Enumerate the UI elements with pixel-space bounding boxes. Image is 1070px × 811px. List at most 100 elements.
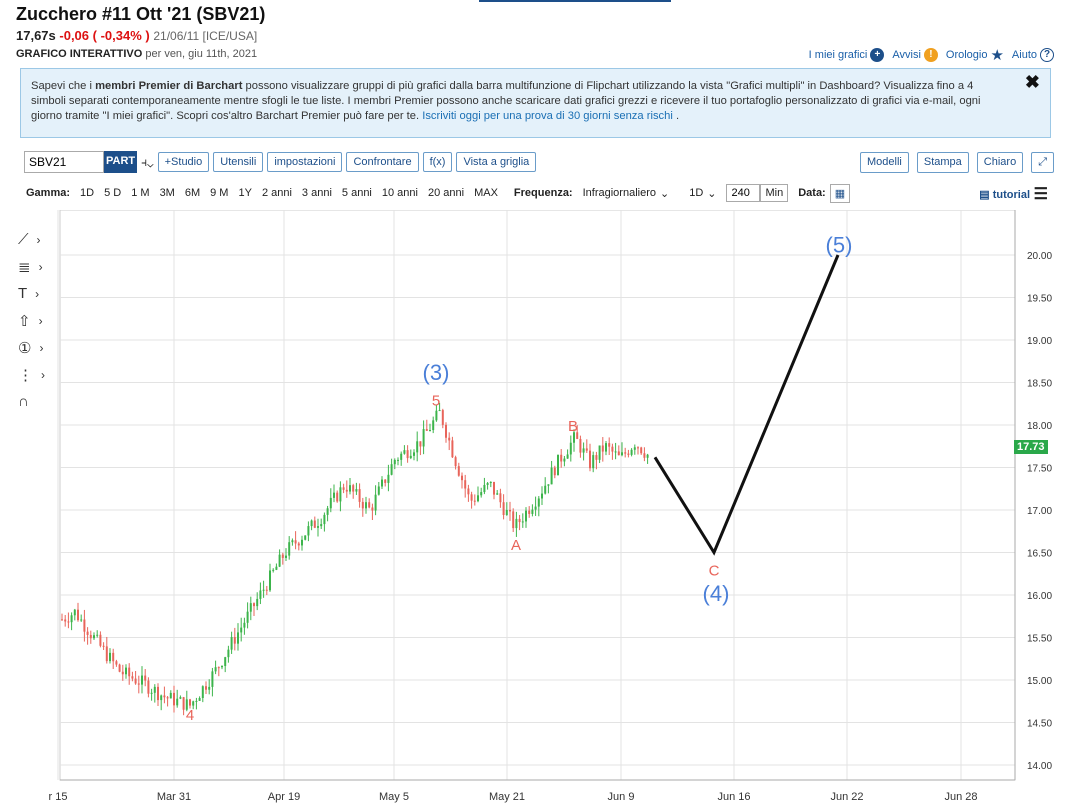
candle-body [144,675,147,681]
candle-body [256,598,259,607]
candle-body [291,540,294,543]
settings-button[interactable]: impostazioni [267,152,343,172]
line-tool[interactable]: ⟋ › [18,226,54,253]
expand-icon[interactable]: ⤢ [1031,152,1054,173]
y-tick-label: 17.50 [1027,464,1052,475]
chart-type-icon[interactable]: ⫞⌄ [141,154,154,169]
candle-body [115,661,118,665]
candle-body [137,683,140,685]
pattern-icon: ⋮ [18,366,33,384]
candle-body [233,637,236,644]
candle-body [480,492,483,496]
counter-tool[interactable]: ① › [18,334,54,361]
candle-body [208,686,211,690]
candle-body [403,450,406,454]
function-button[interactable]: f(x) [422,152,453,172]
frequency-select[interactable]: Infragiornaliero ⌄ [582,187,670,200]
candle-body [320,524,323,527]
number-circle-icon: ① [18,339,32,357]
print-button[interactable]: Stampa [916,152,969,173]
tutorial-link[interactable]: ▤ tutorial [979,189,1030,201]
candle-body [608,443,611,447]
date-label: Data: [798,187,826,199]
trial-link[interactable]: Iscriviti oggi per una prova di 30 giorn… [422,110,673,122]
range-5y[interactable]: 5 anni [341,187,372,199]
candle-body [313,520,316,528]
my-charts-link[interactable]: I miei grafici + [809,48,885,62]
arrow-up-icon: ⇧ [18,312,31,330]
calendar-icon[interactable]: ▦ [829,183,851,203]
candle-body [557,454,559,476]
watchlist-link[interactable]: Orologio ★ [945,47,1004,64]
range-5d[interactable]: 5 D [104,187,122,199]
minutes-input[interactable] [726,184,761,202]
candle-body [585,448,588,451]
candle-body [499,493,502,503]
magnet-tool[interactable]: ∩ [18,388,54,415]
premier-notice: Sapevi che i membri Premier di Barchart … [20,68,1051,138]
candle-body [544,485,547,494]
candle-body [61,619,63,621]
pattern-tool[interactable]: ⋮ › [18,361,54,388]
candle-body [438,410,441,412]
candle-body [464,480,467,489]
templates-button[interactable]: Modelli [860,152,909,173]
quote-line: 17,67s -0,06 ( -0,34% ) 21/06/11 [ICE/US… [16,28,257,43]
candle-body [576,432,579,439]
candle-body [614,451,617,453]
range-6m[interactable]: 6M [184,187,201,199]
grid-view-button[interactable]: Vista a griglia [456,152,537,172]
range-1y[interactable]: 1Y [238,187,252,199]
price-chart[interactable]: 20.00 19.50 19.00 18.50 18.00 17.50 17.00 16.50… [0,210,1070,811]
candle-body [297,543,300,546]
candle-body [541,493,543,499]
candle-body [349,485,351,492]
text-tool[interactable]: T › [18,280,54,307]
range-max[interactable]: MAX [474,187,498,199]
candle-body [486,483,489,485]
candle-body [73,609,76,616]
range-2y[interactable]: 2 anni [261,187,292,199]
plus-circle-icon: + [870,48,885,62]
candle-body [627,453,630,455]
range-1m[interactable]: 1 M [131,187,150,199]
study-button[interactable]: +Studio [157,152,210,172]
candle-body [304,535,307,540]
range-3y[interactable]: 3 anni [301,187,332,199]
range-1d[interactable]: 1D [80,187,95,199]
candle-body [262,589,265,591]
compare-button[interactable]: Confrontare [346,152,419,172]
candle-body [432,420,435,431]
x-tick-label: Apr 19 [268,791,300,803]
theme-button[interactable]: Chiaro [976,152,1024,173]
symbol-input[interactable] [24,151,104,173]
candle-body [518,518,521,523]
arrow-tool[interactable]: ⇧ › [18,307,54,334]
fib-tool[interactable]: ≣ › [18,253,54,280]
current-price-tag: 17.73 [1014,439,1048,454]
candle-body [230,637,233,650]
range-9m[interactable]: 9 M [210,187,229,199]
alerts-link[interactable]: Avvisi! [892,48,938,62]
range-3m[interactable]: 3M [159,187,175,199]
interval-select[interactable]: 1D ⌄ [689,187,717,200]
candle-body [224,657,227,666]
range-10y[interactable]: 10 anni [381,187,418,199]
candle-body [288,542,291,556]
range-20y[interactable]: 20 anni [427,187,465,199]
y-tick-label: 16.00 [1027,591,1052,602]
chevron-right-icon: › [38,259,43,274]
wave-label: (5) [826,233,853,258]
magnet-icon: ∩ [18,393,29,410]
close-icon[interactable]: ✖ [1024,72,1040,92]
help-link[interactable]: Aiuto? [1012,48,1054,62]
quote-meta: 21/06/11 [ICE/USA] [153,29,258,43]
tools-button[interactable]: Utensili [213,152,264,172]
subtitle-bold: GRAFICO INTERATTIVO [16,48,143,60]
part-badge[interactable]: PART [104,151,138,173]
candle-body [77,609,79,621]
candle-body [445,424,447,438]
candle-body [454,457,457,467]
hamburger-menu-icon[interactable]: ☰ [1033,186,1048,203]
